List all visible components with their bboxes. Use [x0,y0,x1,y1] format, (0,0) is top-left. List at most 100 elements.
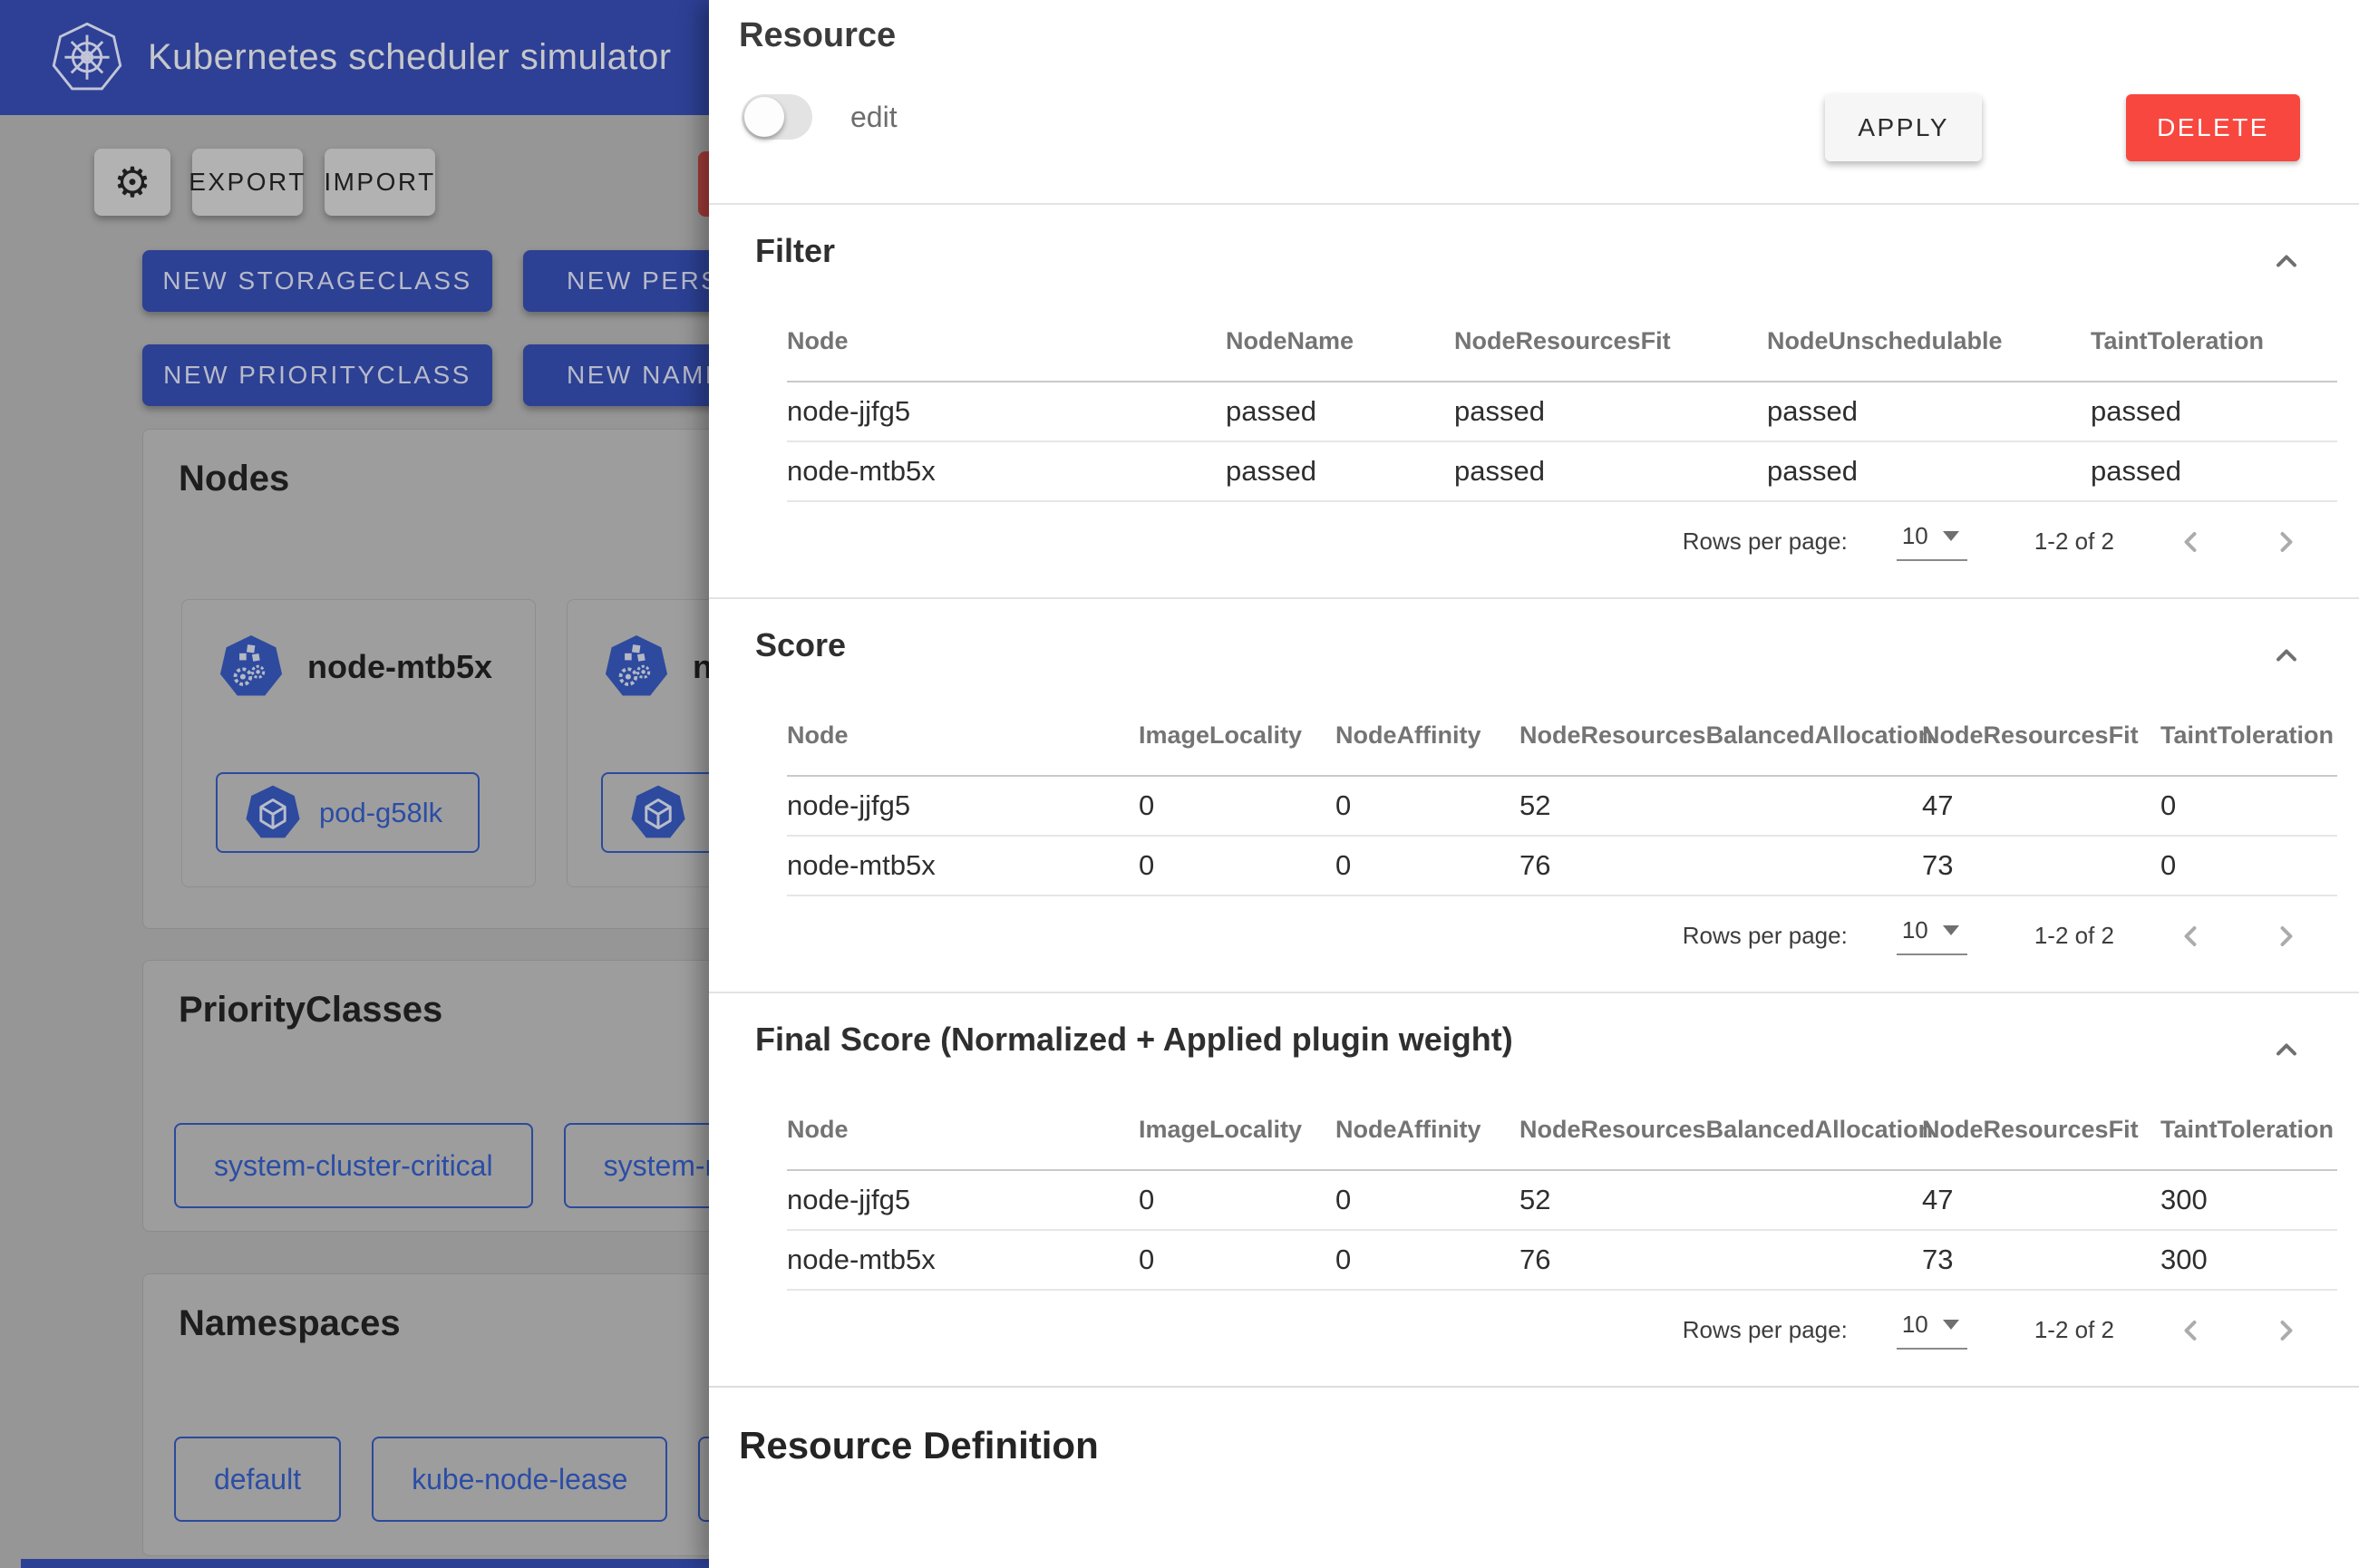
table-row: node-mtb5x passed passed passed passed [787,442,2337,502]
column-header: Node [787,326,849,354]
caret-down-icon [1942,925,1959,935]
chevron-up-icon [2276,255,2296,267]
rows-per-page-select[interactable]: 10 [1896,1311,1967,1350]
drawer-toolbar: Resource edit APPLY DELETE [709,0,2359,205]
collapse-button[interactable] [2267,1030,2306,1070]
card-bottom-edge [709,1386,2359,1388]
resource-drawer: Resource edit APPLY DELETE Filter Node N… [709,0,2359,1568]
column-header: ImageLocality [1139,721,1303,749]
column-header: TaintToleration [2160,721,2334,749]
priorityclass-chip[interactable]: system-cluster-critical [174,1123,533,1208]
edit-toggle[interactable] [742,94,812,140]
apply-button[interactable]: APPLY [1825,94,1983,161]
app-title: Kubernetes scheduler simulator [148,37,672,77]
cell: 0 [1335,789,1352,821]
column-header: NodeResourcesFit [1922,1115,2139,1143]
column-header: NodeUnschedulable [1767,326,2003,354]
cell: 300 [2160,1184,2208,1215]
column-header: NodeResourcesFit [1454,326,1671,354]
chevron-left-icon [2184,925,2197,946]
rows-per-page-label: Rows per page: [1682,922,1848,949]
chevron-up-icon [2276,649,2296,662]
page-range-label: 1-2 of 2 [2034,528,2114,555]
previous-page-button[interactable] [2172,1312,2209,1349]
rows-per-page-value: 10 [1901,1311,1928,1338]
table-header-row: Node NodeName NodeResourcesFit NodeUnsch… [787,301,2337,382]
column-header: Node [787,721,849,749]
cell: node-mtb5x [787,455,936,487]
import-button[interactable]: IMPORT [324,149,435,216]
pagination: Rows per page: 10 1-2 of 2 [709,1311,2305,1350]
table-row: node-jjfg5 passed passed passed passed [787,382,2337,442]
cell: 0 [2160,789,2177,821]
cell: 0 [1139,1184,1155,1215]
filter-table: Node NodeName NodeResourcesFit NodeUnsch… [787,301,2337,502]
cell: node-jjfg5 [787,1184,911,1215]
table-row: node-jjfg5 0 0 52 47 0 [787,777,2337,837]
collapse-button[interactable] [2267,241,2306,281]
pagination: Rows per page: 10 1-2 of 2 [709,916,2305,955]
table-row: node-mtb5x 0 0 76 73 0 [787,837,2337,896]
node-card[interactable]: node-mtb5x pod-g58lk [181,599,536,887]
cell: 47 [1922,789,1954,821]
delete-button[interactable]: DELETE [2126,94,2300,161]
cell: node-mtb5x [787,1244,936,1275]
cell: 76 [1519,849,1551,881]
column-header: NodeAffinity [1335,721,1481,749]
next-page-button[interactable] [2268,524,2305,560]
namespace-chip[interactable]: default [174,1437,342,1522]
table-row: node-mtb5x 0 0 76 73 300 [787,1231,2337,1291]
nodes-title: Nodes [179,459,290,498]
rows-per-page-select[interactable]: 10 [1896,522,1967,561]
chevron-left-icon [2184,531,2197,552]
chevron-up-icon [2276,1043,2296,1056]
pod-icon [628,783,688,843]
namespaces-title: Namespaces [179,1303,401,1343]
new-priorityclass-button[interactable]: NEW PRIORITYCLASS [142,344,492,406]
namespace-chip[interactable]: kube-node-lease [372,1437,668,1522]
export-button[interactable]: EXPORT [189,149,304,216]
footer-strip [21,1559,710,1568]
cell: 47 [1922,1184,1954,1215]
score-section: Score Node ImageLocality NodeAffinity No… [709,597,2359,992]
cell: 0 [1335,1184,1352,1215]
cell: node-jjfg5 [787,789,911,821]
node-icon [602,633,671,702]
final-score-table: Node ImageLocality NodeAffinity NodeReso… [787,1089,2337,1291]
cell: 0 [2160,849,2177,881]
pod-name: pod-g58lk [319,796,443,828]
chevron-right-icon [2280,1320,2293,1341]
table-row: node-jjfg5 0 0 52 47 300 [787,1171,2337,1231]
cell: 0 [1335,1244,1352,1275]
rows-per-page-label: Rows per page: [1682,1316,1848,1343]
previous-page-button[interactable] [2172,524,2209,560]
cell: passed [2091,395,2181,427]
column-header: TaintToleration [2091,326,2264,354]
rows-per-page-value: 10 [1901,916,1928,944]
collapse-button[interactable] [2267,635,2306,675]
rows-per-page-label: Rows per page: [1682,528,1848,555]
chevron-right-icon [2280,925,2293,946]
caret-down-icon [1942,1320,1959,1330]
column-header: NodeName [1226,326,1354,354]
rows-per-page-value: 10 [1901,522,1928,549]
settings-button[interactable]: ⚙ [94,149,170,216]
cell: passed [1767,455,1858,487]
cell: 0 [1139,1244,1155,1275]
cell: passed [1226,395,1316,427]
cell: 76 [1519,1244,1551,1275]
next-page-button[interactable] [2268,918,2305,954]
next-page-button[interactable] [2268,1312,2305,1349]
column-header: NodeResourcesBalancedAllocation [1519,721,1934,749]
chevron-right-icon [2280,531,2293,552]
cell: 0 [1139,849,1155,881]
previous-page-button[interactable] [2172,918,2209,954]
new-storageclass-button[interactable]: NEW STORAGECLASS [142,250,492,312]
cell: node-jjfg5 [787,395,911,427]
pod-chip[interactable]: pod-g58lk [216,772,480,853]
table-header-row: Node ImageLocality NodeAffinity NodeReso… [787,1089,2337,1171]
filter-section: Filter Node NodeName NodeResourcesFit No… [709,205,2359,597]
rows-per-page-select[interactable]: 10 [1896,916,1967,955]
cell: 52 [1519,789,1551,821]
